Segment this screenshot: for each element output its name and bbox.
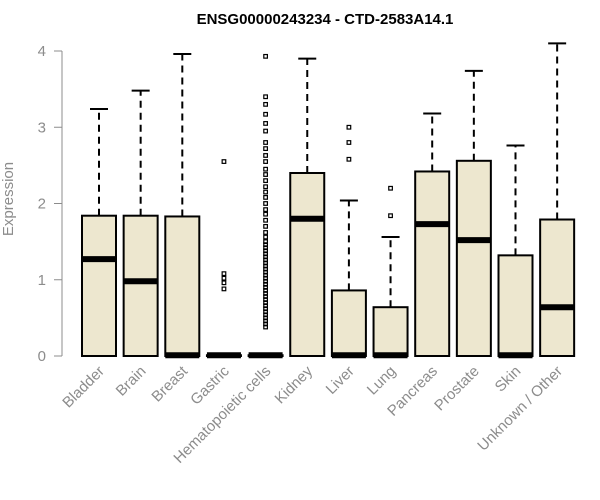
outlier-point (263, 189, 268, 195)
y-tick-label: 0 (38, 348, 46, 365)
y-tick-label: 3 (38, 119, 46, 136)
outlier-point (263, 178, 268, 184)
outlier-point (263, 140, 268, 145)
outlier-point (263, 94, 268, 100)
outlier-point (263, 239, 268, 245)
outlier-point (263, 153, 268, 158)
y-tick-label: 4 (38, 43, 46, 60)
outlier-point (388, 185, 393, 191)
outlier-point (263, 111, 268, 117)
box-body (497, 254, 534, 358)
x-tick-label: Prostate (431, 363, 483, 415)
x-tick-label: Lung (364, 363, 400, 399)
outlier-point (263, 184, 268, 190)
box-body (164, 215, 201, 357)
outlier-point (263, 201, 268, 206)
x-tick-label: Breast (148, 362, 191, 405)
box-hematopoietic-cells (247, 53, 284, 359)
box-body (330, 289, 367, 357)
x-tick-label: Skin (492, 363, 525, 396)
box-lung (372, 185, 409, 359)
x-tick-label: Brain (113, 363, 150, 400)
box-body (455, 159, 492, 357)
outlier-point (263, 101, 268, 107)
box-prostate (455, 69, 492, 357)
outlier-point (221, 286, 227, 292)
boxes-group (81, 42, 576, 359)
y-axis-label: Expression (0, 162, 17, 236)
outlier-point (263, 195, 268, 200)
x-tick-label: Kidney (272, 362, 317, 407)
outlier-point (346, 140, 352, 145)
outlier-point (346, 124, 352, 130)
box-unknown-other (539, 42, 576, 357)
outlier-point (263, 121, 268, 126)
outlier-point (263, 230, 268, 235)
box-bladder (81, 107, 117, 357)
box-breast (164, 53, 201, 359)
box-liver (330, 124, 367, 359)
outlier-point (263, 166, 268, 172)
outlier-point (221, 275, 227, 281)
box-body (81, 214, 117, 357)
outlier-point (263, 128, 268, 134)
outlier-point (263, 159, 268, 164)
box-body (289, 172, 326, 357)
outlier-point (346, 156, 352, 162)
y-tick-label: 2 (38, 196, 46, 213)
box-body (372, 306, 409, 358)
outlier-point (263, 172, 268, 177)
x-tick-label: Bladder (59, 363, 108, 412)
box-body (414, 170, 451, 357)
box-body (122, 214, 159, 357)
outlier-point (263, 53, 268, 59)
outlier-point (263, 207, 268, 213)
box-pancreas (414, 112, 451, 357)
box-kidney (289, 57, 326, 357)
outlier-point (221, 280, 227, 286)
y-axis-ticks: 0 1 2 3 4 (38, 43, 62, 365)
box-gastric (205, 159, 242, 359)
y-tick-label: 1 (38, 272, 46, 289)
box-body (539, 218, 576, 357)
outlier-point (263, 234, 268, 240)
x-tick-label: Liver (323, 363, 358, 398)
box-skin (497, 144, 534, 359)
outlier-point (221, 159, 227, 164)
box-brain (122, 89, 159, 357)
outlier-point (263, 223, 268, 229)
outlier-point (263, 217, 268, 223)
outlier-point (221, 271, 227, 277)
chart-title: ENSG00000243234 - CTD-2583A14.1 (197, 11, 454, 28)
outlier-point (388, 213, 393, 219)
outlier-point (263, 146, 268, 152)
outlier-point (263, 211, 268, 217)
